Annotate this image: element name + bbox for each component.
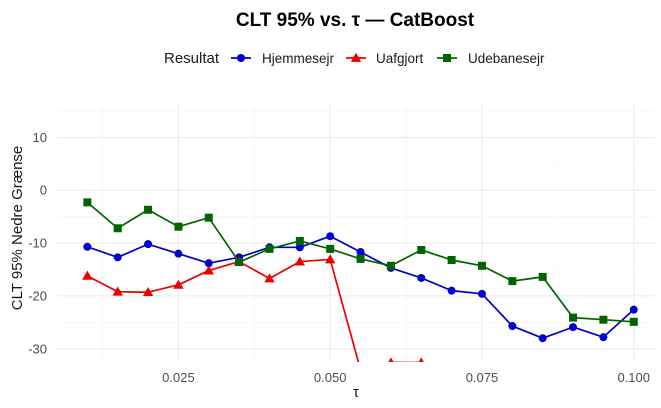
data-point <box>204 259 213 268</box>
x-tick-label: 0.100 <box>617 370 650 385</box>
data-point <box>569 313 578 322</box>
legend-swatch-marker <box>237 54 245 62</box>
x-tick-label: 0.025 <box>162 370 195 385</box>
data-point <box>326 244 335 253</box>
data-point <box>599 315 608 324</box>
data-point <box>144 205 153 214</box>
x-axis-ticks: 0.025 0.050 0.075 0.100 <box>162 370 650 385</box>
data-point <box>295 236 304 245</box>
legend: Resultat Hjemmesejr Uafgjort Udebanesejr <box>164 50 545 67</box>
legend-label: Hjemmesejr <box>262 51 335 66</box>
data-point <box>174 249 183 258</box>
legend-swatch-marker <box>443 54 451 62</box>
data-point <box>295 243 304 252</box>
y-tick-label: 10 <box>33 130 47 145</box>
grid <box>57 103 655 362</box>
data-point <box>447 286 456 295</box>
data-point <box>386 261 395 270</box>
data-point <box>356 254 365 263</box>
data-point <box>294 256 306 266</box>
y-tick-label: -10 <box>28 236 47 251</box>
legend-title: Resultat <box>164 50 220 67</box>
series-layer <box>82 198 638 374</box>
x-axis-label: τ <box>353 384 359 401</box>
data-point <box>447 255 456 264</box>
data-point <box>265 244 274 253</box>
data-point <box>629 305 638 314</box>
data-point <box>538 272 547 281</box>
data-point <box>204 213 213 222</box>
series-line <box>86 258 422 362</box>
data-point <box>235 258 244 267</box>
legend-item: Uafgjort <box>346 51 424 66</box>
data-point <box>324 254 336 264</box>
y-axis-ticks: -30 -20 -10 0 10 <box>28 130 47 356</box>
y-tick-label: -30 <box>28 341 47 356</box>
data-point <box>417 273 426 282</box>
data-point <box>83 198 92 207</box>
data-point <box>538 334 547 343</box>
data-point <box>173 279 184 289</box>
y-axis-label: CLT 95% Nedre Grænse <box>9 146 26 311</box>
data-point <box>82 270 93 280</box>
data-point <box>203 265 214 275</box>
legend-label: Uafgjort <box>376 51 424 66</box>
data-point <box>355 365 365 374</box>
data-point <box>326 232 335 241</box>
series-udebanesejr <box>83 198 638 326</box>
data-point <box>113 224 122 233</box>
legend-swatch-marker <box>350 52 362 62</box>
data-point <box>599 333 608 342</box>
data-point <box>113 253 122 262</box>
data-point <box>144 240 153 249</box>
data-point <box>569 323 578 332</box>
data-point <box>264 273 275 283</box>
chart-title: CLT 95% vs. τ — CatBoost <box>236 10 475 31</box>
data-point <box>142 287 154 297</box>
legend-label: Udebanesejr <box>468 51 545 66</box>
data-point <box>508 277 517 286</box>
data-point <box>629 317 638 326</box>
legend-item: Hjemmesejr <box>231 51 335 66</box>
data-point <box>477 289 486 298</box>
data-point <box>174 222 183 231</box>
y-tick-label: -20 <box>28 288 47 303</box>
y-tick-label: 0 <box>40 183 47 198</box>
data-point <box>83 242 92 251</box>
data-point <box>477 261 486 270</box>
data-point <box>356 248 365 257</box>
x-tick-label: 0.050 <box>314 370 347 385</box>
data-point <box>388 357 394 362</box>
data-point <box>417 245 426 254</box>
series-hjemmesejr <box>83 232 638 343</box>
data-point <box>418 357 424 362</box>
legend-item: Udebanesejr <box>437 51 545 66</box>
x-tick-label: 0.075 <box>466 370 499 385</box>
data-point <box>508 322 517 331</box>
data-point <box>112 286 123 296</box>
